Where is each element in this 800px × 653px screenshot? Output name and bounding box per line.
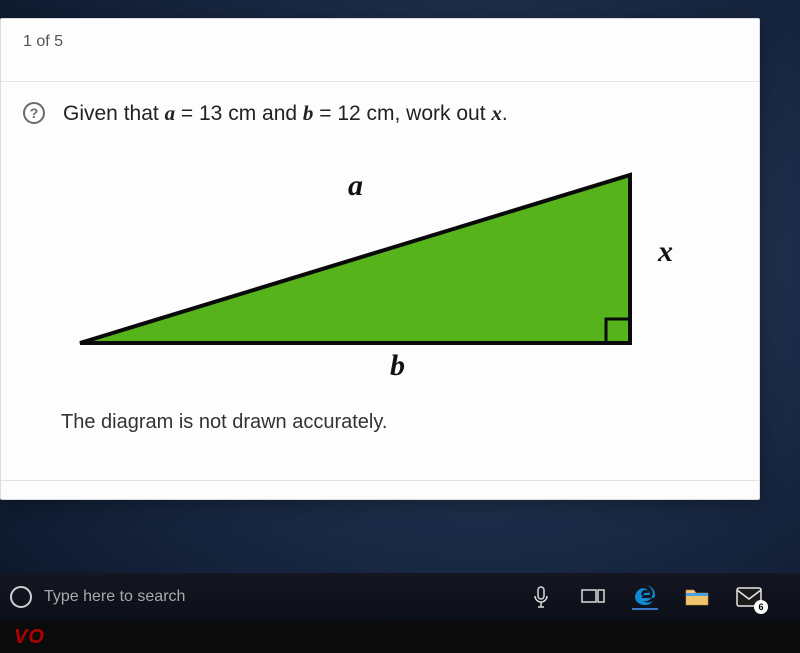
figure-wrap: a b x (1, 127, 759, 393)
cortana-icon[interactable] (10, 586, 32, 608)
taskbar-icons: 6 (528, 584, 790, 610)
question-row: ? Given that a = 13 cm and b = 12 cm, wo… (1, 82, 759, 127)
q-var-a: a (165, 101, 176, 125)
taskbar: Type here to search 6 (0, 573, 800, 621)
mic-icon[interactable] (528, 584, 554, 610)
mail-icon[interactable]: 6 (736, 584, 762, 610)
search-input[interactable]: Type here to search (44, 588, 185, 606)
q-a-eq: = 13 cm and (175, 102, 303, 125)
help-icon[interactable]: ? (23, 102, 45, 124)
q-prefix: Given that (63, 102, 165, 125)
q-b-eq: = 12 cm, work out (313, 102, 491, 125)
q-var-x: x (491, 101, 502, 125)
q-var-b: b (303, 101, 314, 125)
label-a: a (348, 169, 363, 203)
question-text: Given that a = 13 cm and b = 12 cm, work… (63, 100, 508, 127)
label-x: x (658, 235, 673, 269)
triangle-figure: a b x (70, 153, 690, 383)
triangle-svg (70, 153, 690, 383)
keyboard-brand: VO (14, 626, 45, 649)
card-divider (1, 480, 759, 481)
mail-badge-count: 6 (754, 600, 768, 614)
task-view-icon[interactable] (580, 584, 606, 610)
file-explorer-icon[interactable] (684, 584, 710, 610)
screen-area: 1 of 5 ? Given that a = 13 cm and b = 12… (0, 0, 800, 573)
edge-icon[interactable] (632, 584, 658, 610)
q-suffix: . (502, 102, 508, 125)
label-b: b (390, 349, 405, 383)
page-counter: 1 of 5 (1, 19, 759, 82)
keyboard-strip: VO (0, 621, 800, 653)
question-card: 1 of 5 ? Given that a = 13 cm and b = 12… (0, 18, 760, 500)
diagram-note: The diagram is not drawn accurately. (1, 393, 759, 434)
